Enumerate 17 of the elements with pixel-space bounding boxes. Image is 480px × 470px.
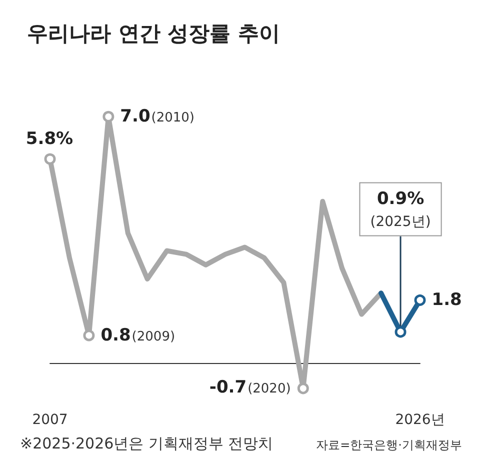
x-tick-label: 2026년	[395, 412, 445, 428]
point	[83, 330, 95, 342]
point	[394, 326, 406, 338]
point	[297, 382, 309, 394]
chart-title: 우리나라 연간 성장률 추이	[27, 22, 280, 46]
data-label: 7.0(2010)	[120, 106, 195, 127]
point	[414, 294, 426, 306]
text: ※2025·2026년은 기획재정부 전망치	[20, 434, 274, 452]
x-tick-label: 2007	[32, 412, 68, 428]
point	[44, 153, 56, 165]
point	[102, 110, 114, 122]
data-label: 1.8	[432, 290, 462, 310]
data-label: 0.8(2009)	[100, 325, 176, 346]
data-label: -0.7(2020)	[209, 378, 291, 398]
data-label: 0.9%(2025년)	[370, 189, 431, 230]
data-label: 5.8%	[26, 128, 74, 149]
text: 자료=한국은행·기획재정부	[316, 438, 462, 452]
